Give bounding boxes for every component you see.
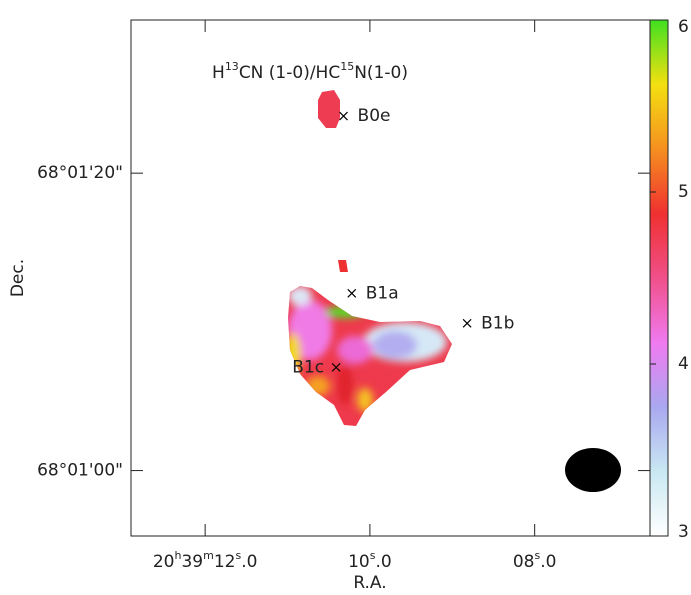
y-tick-label: 68°01'00" <box>37 461 123 481</box>
colorbar-tick-label: 5 <box>678 182 689 202</box>
source-label: B1c <box>292 357 324 377</box>
colorbar-tick-label: 6 <box>678 17 689 37</box>
x-tick-label: 20h39m12s.0 <box>153 549 258 573</box>
source-label: B0e <box>358 106 391 126</box>
source-cross <box>462 318 472 328</box>
source-marker <box>331 362 341 372</box>
source-cross <box>347 288 357 298</box>
x-tick-label: 10s.0 <box>348 549 392 573</box>
emission-map <box>288 90 452 426</box>
source-marker <box>347 288 357 298</box>
y-axis-label: Dec. <box>8 259 28 297</box>
colorbar-tick-label: 4 <box>678 354 689 374</box>
source-marker <box>462 318 472 328</box>
colorbar <box>649 19 669 537</box>
chart-title: H13CN (1-0)/HC15N(1-0) <box>212 60 408 84</box>
beam <box>565 448 621 492</box>
source-label: B1b <box>481 313 514 333</box>
x-axis-label: R.A. <box>353 573 386 591</box>
y-tick-label: 68°01'20" <box>37 163 123 183</box>
source-label: B1a <box>366 283 399 303</box>
source-cross <box>331 362 341 372</box>
source-marker <box>339 111 348 121</box>
colorbar-tick-label: 3 <box>678 522 689 542</box>
x-tick-label: 08s.0 <box>513 549 557 573</box>
source-cross <box>339 111 348 121</box>
